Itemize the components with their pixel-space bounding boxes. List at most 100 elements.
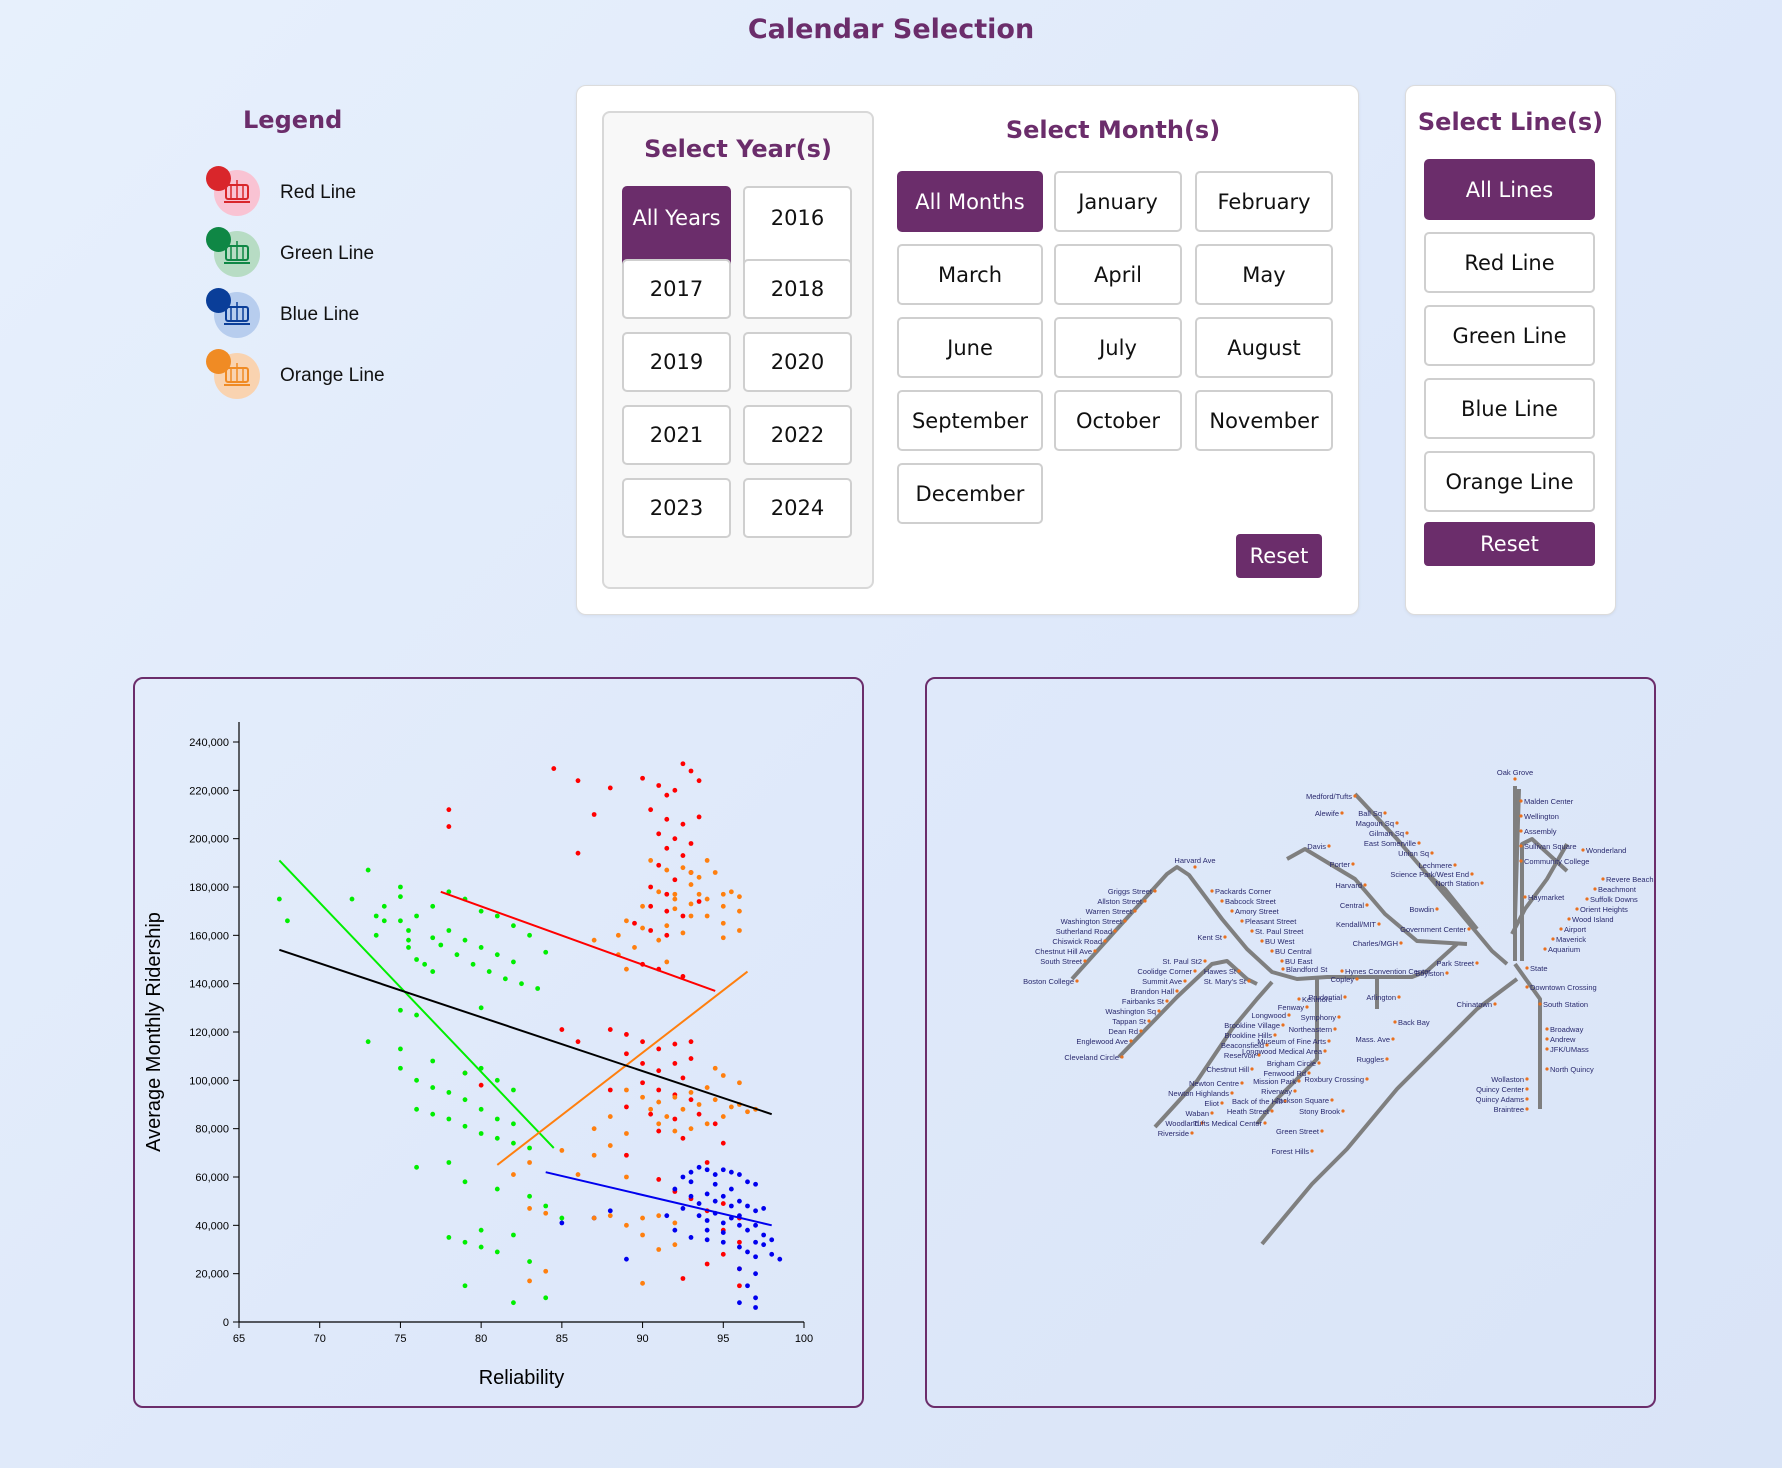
- station-marker[interactable]: [1525, 1087, 1529, 1091]
- month-all-button[interactable]: All Months: [897, 171, 1043, 232]
- station-marker[interactable]: [1417, 841, 1421, 845]
- station-marker[interactable]: [1123, 919, 1127, 923]
- station-marker[interactable]: [1147, 1019, 1151, 1023]
- station-marker[interactable]: [1593, 887, 1597, 891]
- station-marker[interactable]: [1240, 919, 1244, 923]
- station-marker[interactable]: [1545, 1047, 1549, 1051]
- station-marker[interactable]: [1567, 917, 1571, 921]
- station-marker[interactable]: [1297, 1079, 1301, 1083]
- month-november-button[interactable]: November: [1195, 390, 1333, 451]
- station-marker[interactable]: [1193, 865, 1197, 869]
- station-marker[interactable]: [1190, 1131, 1194, 1135]
- month-december-button[interactable]: December: [897, 463, 1043, 524]
- station-marker[interactable]: [1320, 1129, 1324, 1133]
- year-2017-button[interactable]: 2017: [622, 259, 731, 319]
- station-marker[interactable]: [1281, 1023, 1285, 1027]
- station-marker[interactable]: [1237, 969, 1241, 973]
- station-marker[interactable]: [1585, 897, 1589, 901]
- station-marker[interactable]: [1393, 1020, 1397, 1024]
- station-marker[interactable]: [1519, 829, 1523, 833]
- station-marker[interactable]: [1327, 1039, 1331, 1043]
- month-june-button[interactable]: June: [897, 317, 1043, 378]
- station-marker[interactable]: [1445, 971, 1449, 975]
- station-marker[interactable]: [1317, 1061, 1321, 1065]
- station-marker[interactable]: [1395, 821, 1399, 825]
- station-marker[interactable]: [1220, 1101, 1224, 1105]
- station-marker[interactable]: [1333, 1027, 1337, 1031]
- station-marker[interactable]: [1240, 1081, 1244, 1085]
- station-marker[interactable]: [1545, 1027, 1549, 1031]
- station-marker[interactable]: [1545, 1037, 1549, 1041]
- station-marker[interactable]: [1270, 1109, 1274, 1113]
- station-marker[interactable]: [1330, 1098, 1334, 1102]
- station-marker[interactable]: [1265, 1043, 1269, 1047]
- month-february-button[interactable]: February: [1195, 171, 1333, 232]
- station-marker[interactable]: [1210, 889, 1214, 893]
- station-marker[interactable]: [1581, 848, 1585, 852]
- station-marker[interactable]: [1525, 1107, 1529, 1111]
- year-2022-button[interactable]: 2022: [743, 405, 852, 465]
- station-marker[interactable]: [1435, 907, 1439, 911]
- year-2019-button[interactable]: 2019: [622, 332, 731, 392]
- station-marker[interactable]: [1281, 967, 1285, 971]
- month-july-button[interactable]: July: [1054, 317, 1182, 378]
- station-marker[interactable]: [1399, 941, 1403, 945]
- station-marker[interactable]: [1273, 1033, 1277, 1037]
- station-marker[interactable]: [1139, 1029, 1143, 1033]
- station-marker[interactable]: [1327, 844, 1331, 848]
- station-marker[interactable]: [1365, 1077, 1369, 1081]
- station-marker[interactable]: [1230, 1091, 1234, 1095]
- station-marker[interactable]: [1525, 1077, 1529, 1081]
- station-marker[interactable]: [1575, 907, 1579, 911]
- station-marker[interactable]: [1143, 899, 1147, 903]
- line-red-line-button[interactable]: Red Line: [1424, 232, 1595, 293]
- month-may-button[interactable]: May: [1195, 244, 1333, 305]
- station-marker[interactable]: [1377, 922, 1381, 926]
- station-marker[interactable]: [1340, 811, 1344, 815]
- station-marker[interactable]: [1230, 909, 1234, 913]
- station-marker[interactable]: [1601, 877, 1605, 881]
- station-marker[interactable]: [1355, 977, 1359, 981]
- station-marker[interactable]: [1129, 1039, 1133, 1043]
- station-marker[interactable]: [1293, 1089, 1297, 1093]
- station-marker[interactable]: [1543, 947, 1547, 951]
- station-marker[interactable]: [1519, 859, 1523, 863]
- station-marker[interactable]: [1340, 969, 1344, 973]
- station-marker[interactable]: [1220, 899, 1224, 903]
- station-marker[interactable]: [1385, 1057, 1389, 1061]
- month-august-button[interactable]: August: [1195, 317, 1333, 378]
- station-marker[interactable]: [1133, 909, 1137, 913]
- station-marker[interactable]: [1523, 895, 1527, 899]
- station-marker[interactable]: [1270, 949, 1274, 953]
- station-marker[interactable]: [1538, 1002, 1542, 1006]
- station-marker[interactable]: [1453, 863, 1457, 867]
- station-marker[interactable]: [1480, 881, 1484, 885]
- station-marker[interactable]: [1103, 939, 1107, 943]
- station-marker[interactable]: [1247, 979, 1251, 983]
- month-september-button[interactable]: September: [897, 390, 1043, 451]
- month-march-button[interactable]: March: [897, 244, 1043, 305]
- line-green-line-button[interactable]: Green Line: [1424, 305, 1595, 366]
- station-marker[interactable]: [1250, 929, 1254, 933]
- station-marker[interactable]: [1113, 929, 1117, 933]
- month-january-button[interactable]: January: [1054, 171, 1182, 232]
- station-marker[interactable]: [1297, 997, 1301, 1001]
- year-2020-button[interactable]: 2020: [743, 332, 852, 392]
- station-marker[interactable]: [1519, 844, 1523, 848]
- station-marker[interactable]: [1175, 989, 1179, 993]
- station-marker[interactable]: [1519, 799, 1523, 803]
- station-marker[interactable]: [1153, 889, 1157, 893]
- station-marker[interactable]: [1323, 1049, 1327, 1053]
- station-marker[interactable]: [1287, 1013, 1291, 1017]
- station-marker[interactable]: [1405, 831, 1409, 835]
- station-marker[interactable]: [1157, 1009, 1161, 1013]
- year-2023-button[interactable]: 2023: [622, 478, 731, 538]
- year-2018-button[interactable]: 2018: [743, 259, 852, 319]
- station-marker[interactable]: [1525, 1097, 1529, 1101]
- station-marker[interactable]: [1120, 1055, 1124, 1059]
- station-marker[interactable]: [1351, 862, 1355, 866]
- station-marker[interactable]: [1260, 939, 1264, 943]
- line-orange-line-button[interactable]: Orange Line: [1424, 451, 1595, 512]
- station-marker[interactable]: [1475, 961, 1479, 965]
- station-marker[interactable]: [1200, 1121, 1204, 1125]
